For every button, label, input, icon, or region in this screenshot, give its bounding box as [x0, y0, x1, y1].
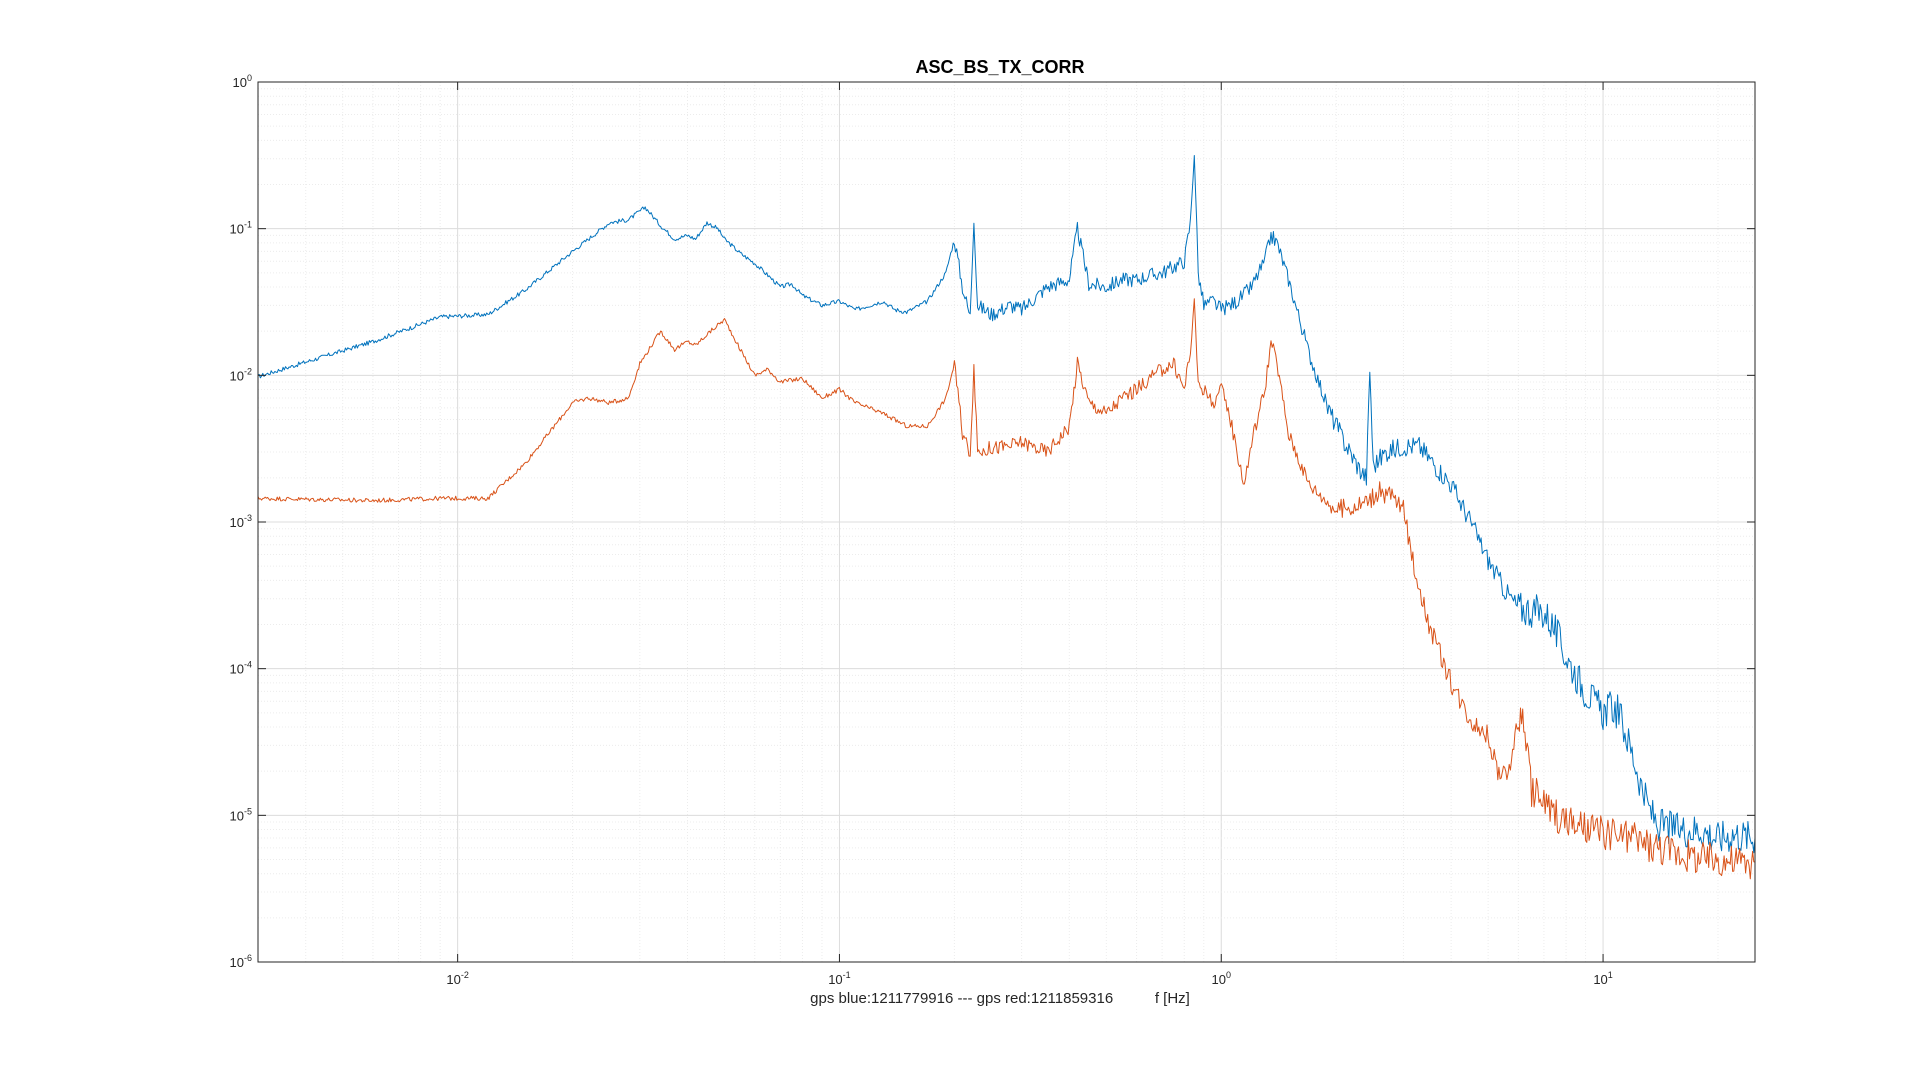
y-tick-label: 10-4	[230, 660, 252, 677]
x-axis-tick-labels: 10-2 10-1 100 101	[446, 970, 1612, 987]
chart-title: ASC_BS_TX_CORR	[915, 57, 1084, 77]
x-tick-label: 10-1	[828, 970, 850, 987]
series-line-1	[257, 155, 1756, 854]
x-tick-label: 10-2	[446, 970, 468, 987]
y-tick-label: 10-3	[230, 513, 252, 530]
series-group	[257, 155, 1756, 880]
y-tick-label: 10-1	[230, 220, 252, 237]
y-tick-label: 10-6	[230, 953, 252, 970]
series-line-2	[257, 298, 1756, 880]
y-tick-label: 10-5	[230, 806, 252, 823]
grid-lines	[257, 81, 1755, 963]
axis-ticks	[258, 81, 1755, 963]
y-tick-label: 100	[233, 73, 252, 90]
x-axis-label: gps blue:1211779916 --- gps red:12118593…	[810, 990, 1190, 1007]
x-tick-label: 100	[1212, 970, 1231, 987]
x-tick-label: 101	[1593, 970, 1612, 987]
y-axis-tick-labels: 100 10-1 10-2 10-3 10-4 10-5 10-6	[230, 73, 252, 970]
y-tick-label: 10-2	[230, 366, 252, 383]
